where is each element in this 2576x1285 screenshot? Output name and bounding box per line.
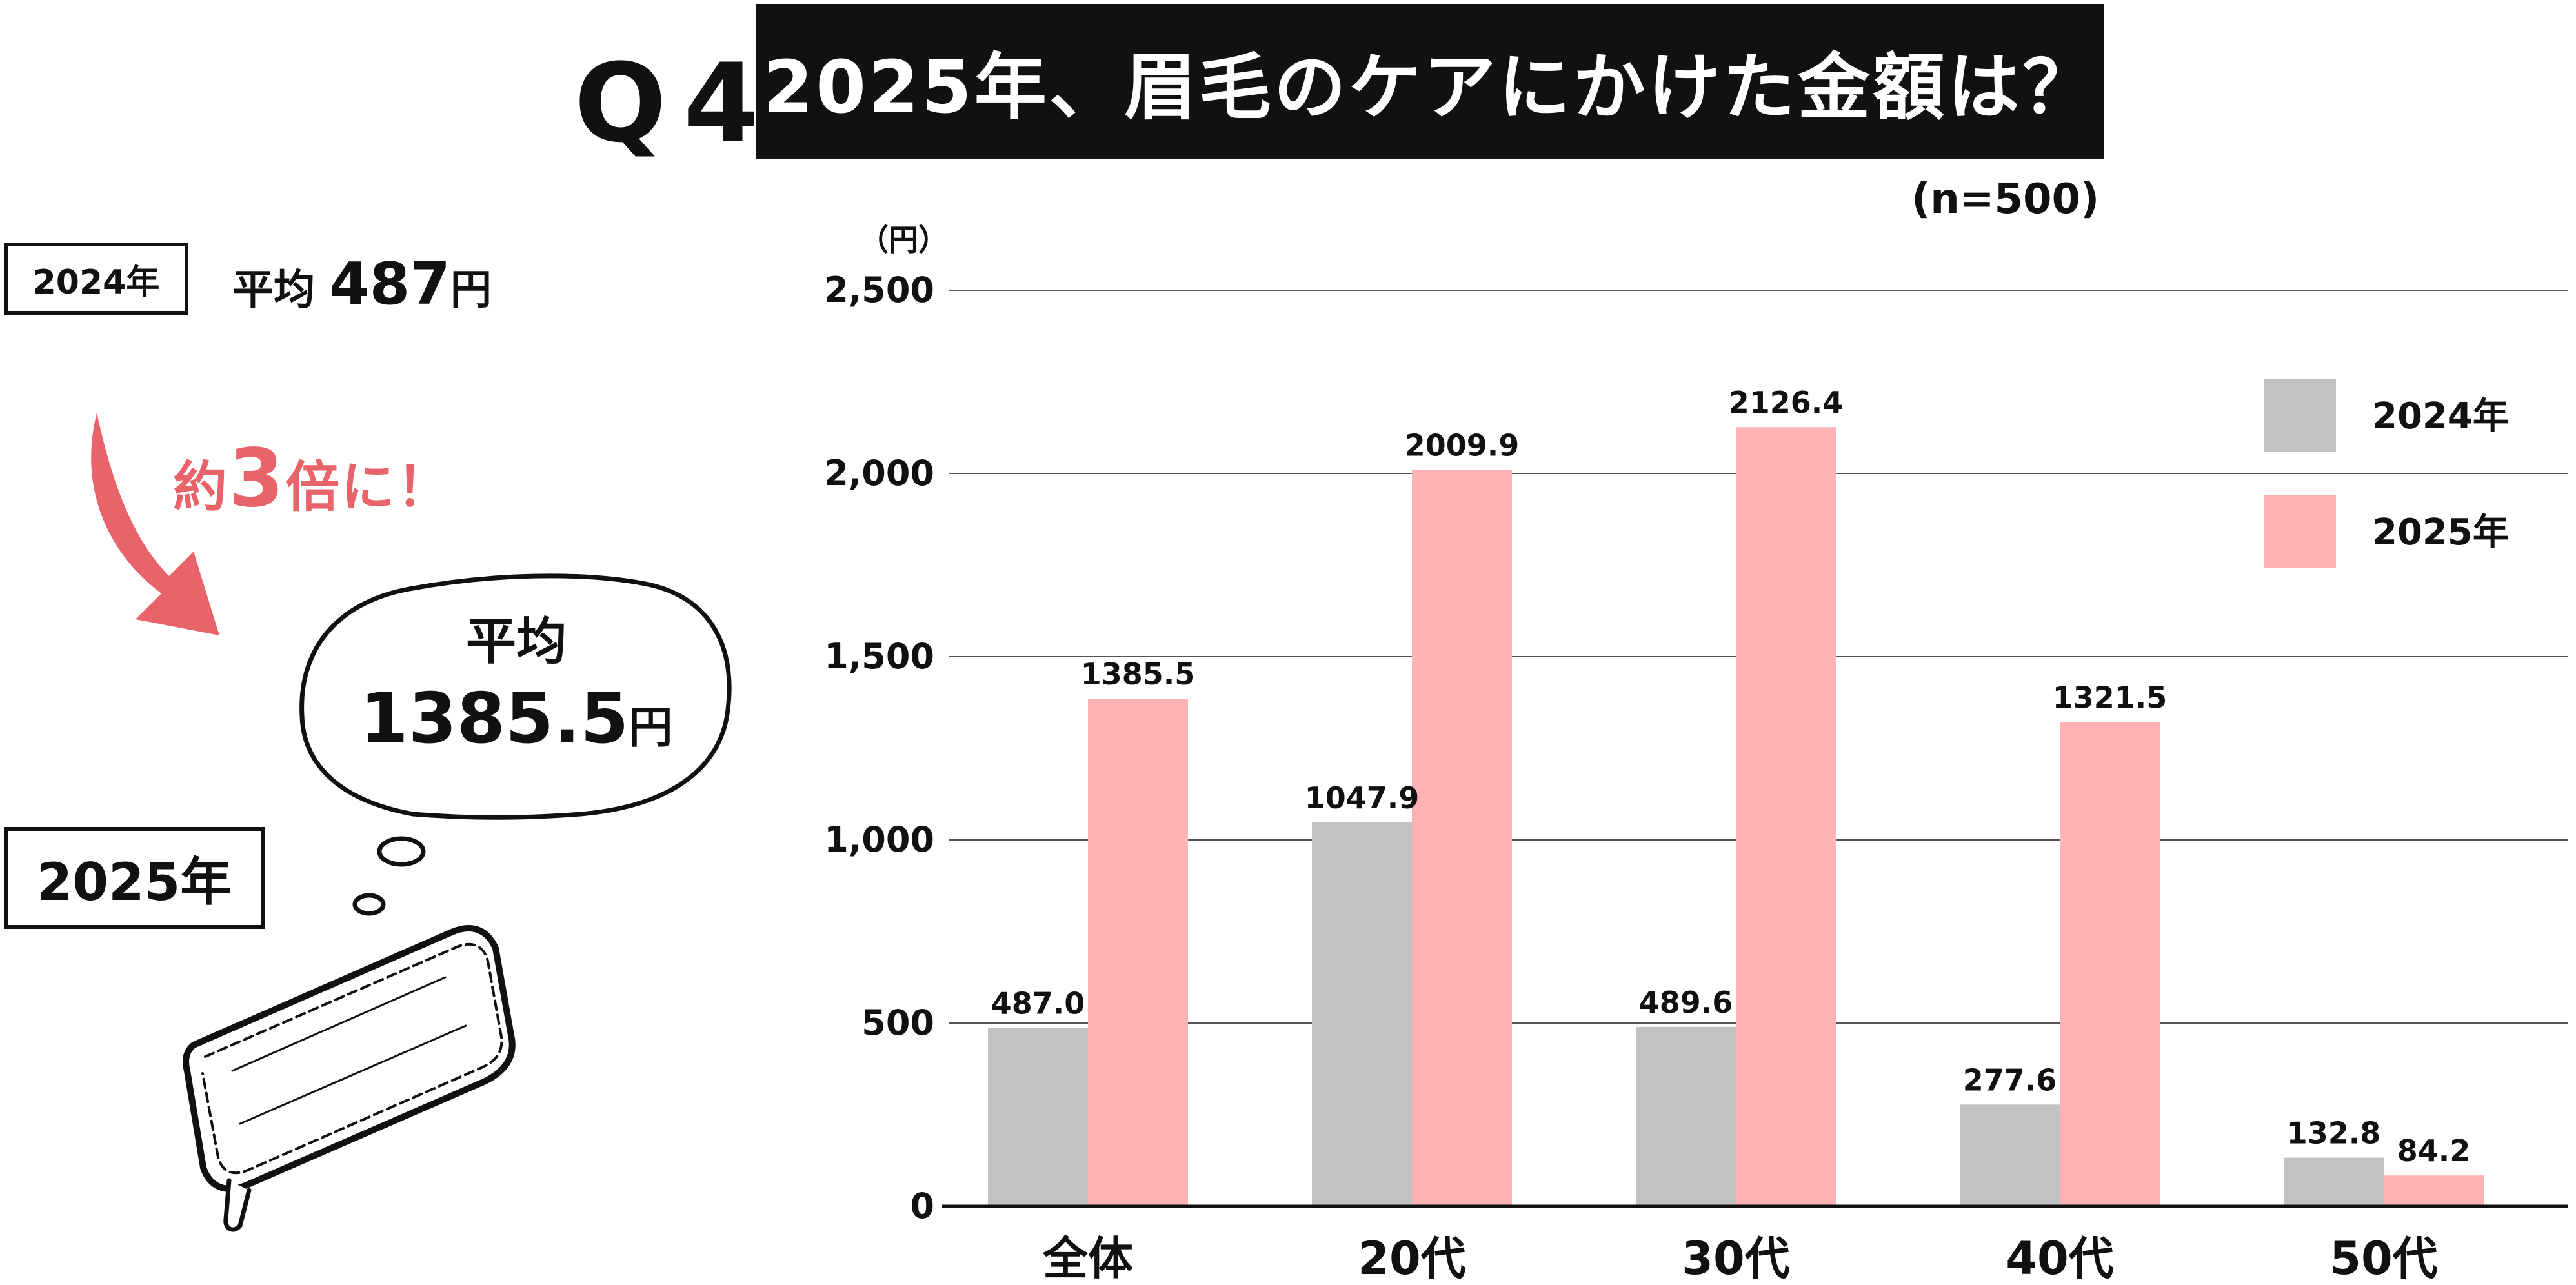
legend-label: 2024年 [2372, 395, 2509, 437]
data-label: 1385.5 [1081, 657, 1196, 692]
data-label: 487.0 [991, 986, 1085, 1021]
year-2025-box: 2025年 [4, 827, 265, 929]
ratio-callout: 約3倍に！ [173, 432, 452, 525]
bubble-average-value: 1385.5 [359, 679, 629, 759]
bar-2025 [1412, 470, 1512, 1207]
bar-2025 [2060, 722, 2160, 1206]
data-label: 2126.4 [1729, 385, 1844, 420]
bar-2025 [1736, 427, 1836, 1206]
chart-legend: 2024年 2025年 [2264, 379, 2509, 568]
bar-2025 [2384, 1175, 2484, 1206]
question-number: Q4 [574, 40, 776, 166]
year-2024-box: 2024年 [4, 243, 188, 315]
bar-2024 [988, 1028, 1088, 1206]
bubble-average: 平均 1385.5円 [303, 606, 729, 770]
ratio-suffix: 倍に！ [285, 455, 452, 519]
bar-2024 [1312, 822, 1412, 1206]
chart-axes: 0 500 1,000 1,500 2,000 2,500 （円） 全体 20代 30代 40代 50… [824, 223, 2568, 1285]
y-tick-label: 2,500 [824, 270, 934, 310]
curved-arrow-icon [91, 413, 219, 635]
chart-bars [988, 427, 2484, 1207]
ratio-number: 3 [228, 432, 286, 525]
bar-2024 [1960, 1104, 2060, 1206]
bar-2024 [2284, 1157, 2384, 1206]
page-title: 2025年、眉毛のケアにかけた金額は？ [756, 4, 2104, 159]
data-label: 132.8 [2287, 1116, 2381, 1151]
page-title-text: 2025年、眉毛のケアにかけた金額は？ [763, 46, 2097, 130]
bar-2024 [1636, 1026, 1736, 1206]
data-label: 84.2 [2397, 1133, 2471, 1168]
average-2024-unit: 円 [450, 266, 492, 314]
x-tick-label: 全体 [1042, 1232, 1133, 1285]
average-2024-prefix: 平均 [232, 266, 315, 314]
y-tick-label: 1,000 [824, 819, 934, 860]
bubble-average-unit: 円 [629, 702, 673, 753]
bar-2025 [1088, 699, 1188, 1206]
thought-bubble-icon [299, 573, 732, 916]
legend-swatch [2264, 379, 2336, 452]
legend-label: 2025年 [2372, 512, 2509, 553]
data-label: 1321.5 [2053, 680, 2168, 715]
y-axis-unit: （円） [859, 223, 948, 257]
y-tick-label: 1,500 [824, 636, 934, 677]
wallet-icon [183, 925, 516, 1232]
data-label: 1047.9 [1305, 781, 1420, 815]
chart-value-labels: 487.0 1385.5 1047.9 2009.9 489.6 2126.4 277.6 1… [991, 385, 2471, 1168]
x-tick-label: 50代 [2329, 1232, 2437, 1285]
legend-swatch [2264, 495, 2336, 568]
sample-size: (n=500) [1911, 175, 2100, 223]
average-2024: 平均 487円 [232, 250, 492, 318]
y-tick-label: 2,000 [824, 453, 934, 493]
y-tick-label: 0 [910, 1186, 934, 1226]
data-label: 489.6 [1639, 985, 1733, 1020]
x-tick-label: 40代 [2006, 1232, 2113, 1285]
year-2025-label: 2025年 [36, 852, 232, 912]
x-tick-label: 30代 [1682, 1232, 1789, 1285]
y-tick-label: 500 [861, 1002, 934, 1043]
bubble-average-value-line: 1385.5円 [303, 677, 729, 770]
bubble-average-label: 平均 [465, 613, 567, 671]
ratio-prefix: 約 [173, 455, 229, 519]
data-label: 2009.9 [1405, 428, 1520, 463]
x-tick-label: 20代 [1358, 1232, 1465, 1285]
data-label: 277.6 [1963, 1062, 2057, 1097]
year-2024-label: 2024年 [32, 263, 160, 302]
average-2024-value: 487 [329, 250, 450, 318]
